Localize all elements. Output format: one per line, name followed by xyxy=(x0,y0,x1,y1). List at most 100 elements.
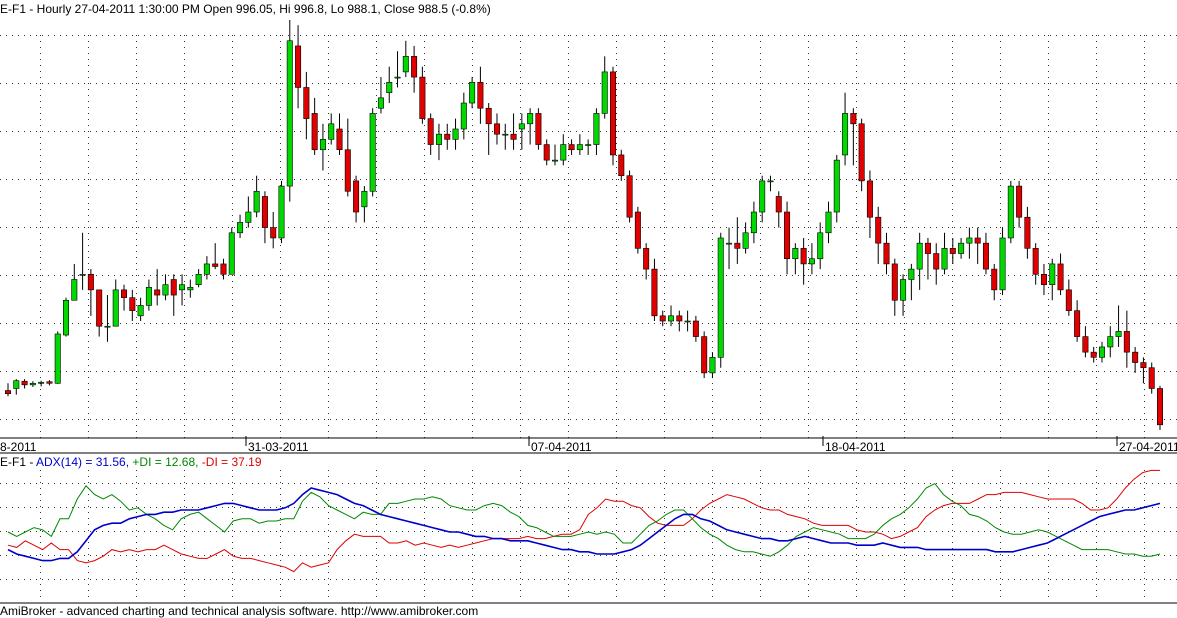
grid-dot xyxy=(424,488,425,489)
grid-dot xyxy=(1086,483,1087,484)
grid-dot xyxy=(424,347,425,348)
grid-dot xyxy=(376,191,377,192)
grid-dot xyxy=(952,383,953,384)
grid-dot xyxy=(720,131,721,132)
grid-dot xyxy=(624,371,625,372)
grid-dot xyxy=(568,596,569,597)
grid-dot xyxy=(54,371,55,372)
grid-dot xyxy=(1140,483,1141,484)
grid-dot xyxy=(480,227,481,228)
grid-dot xyxy=(904,197,905,198)
grid-dot xyxy=(912,507,913,508)
grid-dot xyxy=(318,275,319,276)
grid-dot xyxy=(36,131,37,132)
grid-dot xyxy=(1096,530,1097,531)
grid-dot xyxy=(664,269,665,270)
grid-dot xyxy=(232,476,233,477)
grid-dot xyxy=(760,215,761,216)
candle xyxy=(1024,206,1031,259)
grid-dot xyxy=(952,353,953,354)
candle-body xyxy=(858,123,865,182)
grid-dot xyxy=(120,275,121,276)
grid-dot xyxy=(114,35,115,36)
grid-dot xyxy=(40,161,41,162)
grid-dot xyxy=(366,131,367,132)
grid-dot xyxy=(1000,572,1001,573)
grid-dot xyxy=(732,131,733,132)
grid-dot xyxy=(1014,35,1015,36)
grid-dot xyxy=(952,341,953,342)
grid-dot xyxy=(408,275,409,276)
grid-dot xyxy=(1144,524,1145,525)
grid-dot xyxy=(232,329,233,330)
candle-body xyxy=(634,211,641,249)
grid-dot xyxy=(726,179,727,180)
grid-dot xyxy=(192,83,193,84)
grid-dot xyxy=(1144,494,1145,495)
grid-dot xyxy=(228,531,229,532)
grid-dot xyxy=(498,371,499,372)
grid-dot xyxy=(424,197,425,198)
grid-dot xyxy=(600,419,601,420)
grid-dot xyxy=(750,227,751,228)
grid-dot xyxy=(48,179,49,180)
grid-dot xyxy=(648,83,649,84)
grid-dot xyxy=(328,251,329,252)
grid-dot xyxy=(486,227,487,228)
grid-dot xyxy=(760,395,761,396)
grid-dot xyxy=(328,512,329,513)
grid-dot xyxy=(1096,185,1097,186)
grid-dot xyxy=(568,311,569,312)
candle xyxy=(684,310,691,332)
grid-dot xyxy=(520,311,521,312)
grid-dot xyxy=(1048,95,1049,96)
grid-dot xyxy=(396,371,397,372)
grid-dot xyxy=(88,494,89,495)
grid-dot xyxy=(210,483,211,484)
grid-dot xyxy=(184,155,185,156)
grid-dot xyxy=(616,383,617,384)
grid-dot xyxy=(174,507,175,508)
grid-dot xyxy=(1144,257,1145,258)
grid-dot xyxy=(384,227,385,228)
grid-dot xyxy=(760,425,761,426)
grid-dot xyxy=(1074,131,1075,132)
grid-dot xyxy=(984,483,985,484)
grid-dot xyxy=(930,275,931,276)
grid-dot xyxy=(520,65,521,66)
grid-dot xyxy=(88,209,89,210)
grid-dot xyxy=(336,323,337,324)
grid-dot xyxy=(114,419,115,420)
grid-dot xyxy=(378,483,379,484)
grid-dot xyxy=(210,35,211,36)
grid-dot xyxy=(1048,305,1049,306)
grid-dot xyxy=(712,149,713,150)
grid-dot xyxy=(948,131,949,132)
grid-dot xyxy=(516,83,517,84)
grid-dot xyxy=(150,275,151,276)
grid-dot xyxy=(280,287,281,288)
grid-dot xyxy=(280,389,281,390)
grid-dot xyxy=(330,483,331,484)
grid-dot xyxy=(468,83,469,84)
grid-dot xyxy=(330,227,331,228)
grid-dot xyxy=(1026,483,1027,484)
grid-dot xyxy=(520,377,521,378)
grid-dot xyxy=(522,83,523,84)
candle-body xyxy=(5,390,11,394)
grid-dot xyxy=(616,425,617,426)
grid-dot xyxy=(84,507,85,508)
grid-dot xyxy=(760,500,761,501)
grid-dot xyxy=(894,371,895,372)
grid-dot xyxy=(904,476,905,477)
grid-dot xyxy=(840,83,841,84)
grid-dot xyxy=(280,125,281,126)
grid-dot xyxy=(900,483,901,484)
grid-dot xyxy=(816,83,817,84)
grid-dot xyxy=(198,227,199,228)
grid-dot xyxy=(568,167,569,168)
grid-dot xyxy=(738,531,739,532)
grid-dot xyxy=(684,35,685,36)
grid-dot xyxy=(798,483,799,484)
